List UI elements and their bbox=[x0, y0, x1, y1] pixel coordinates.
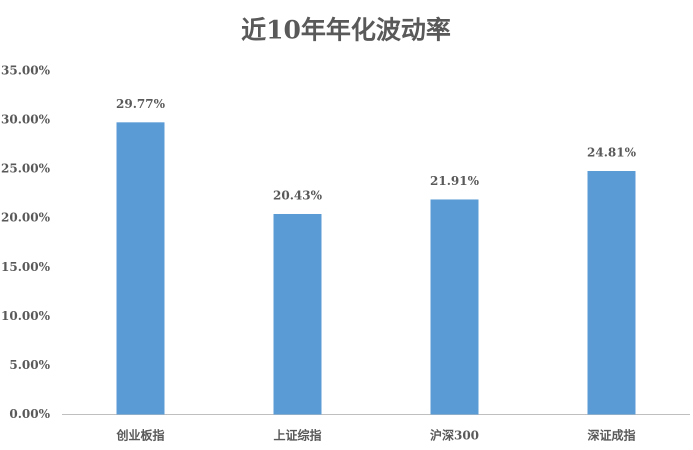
x-tick-label: 创业板指 bbox=[115, 428, 164, 443]
x-tick-label: 上证综指 bbox=[273, 428, 321, 443]
y-tick-label: 25.00% bbox=[1, 162, 51, 176]
y-tick-label: 15.00% bbox=[1, 260, 51, 274]
bar bbox=[116, 122, 165, 415]
bar bbox=[430, 199, 479, 415]
x-tick-label: 沪深300 bbox=[430, 428, 479, 443]
x-tick-label: 深证成指 bbox=[587, 428, 635, 443]
y-tick-label: 0.00% bbox=[9, 407, 50, 421]
y-tick-label: 35.00% bbox=[1, 64, 51, 78]
value-label: 29.77% bbox=[116, 97, 166, 111]
y-tick-label: 30.00% bbox=[1, 113, 51, 127]
value-label: 21.91% bbox=[430, 174, 480, 188]
value-label: 24.81% bbox=[587, 146, 637, 160]
y-tick-label: 5.00% bbox=[9, 358, 50, 372]
value-label: 20.43% bbox=[273, 188, 323, 202]
bar bbox=[273, 213, 322, 415]
chart-title: 近10年年化波动率 bbox=[241, 16, 451, 45]
bar bbox=[587, 171, 636, 415]
y-tick-label: 10.00% bbox=[1, 309, 51, 323]
y-tick-label: 20.00% bbox=[1, 211, 51, 225]
